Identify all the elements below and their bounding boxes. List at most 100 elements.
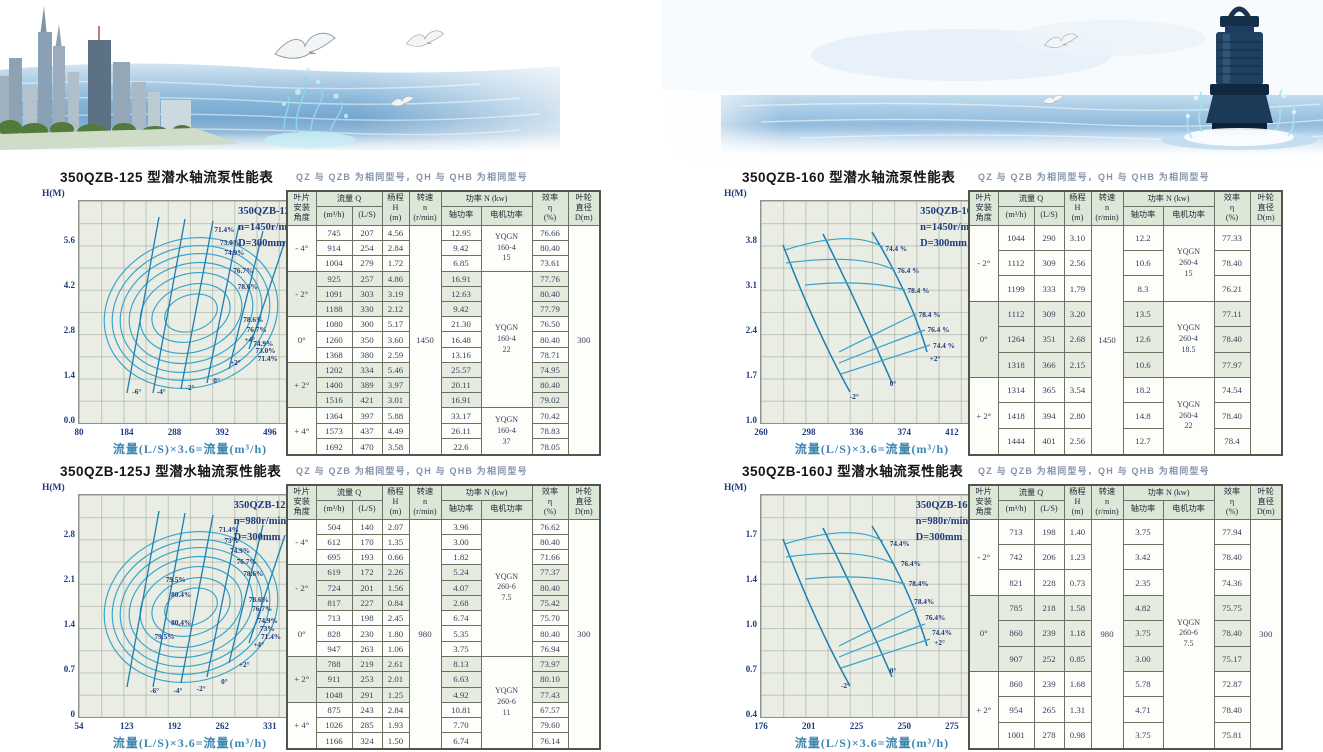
panel-title: 350QZB-125J 型潜水轴流泵性能表 <box>60 464 282 479</box>
flow-ls-cell: 239 <box>1033 671 1065 698</box>
flow-ls-cell: 309 <box>1033 300 1065 328</box>
head-cell: 1.25 <box>381 686 410 703</box>
shaft-power-cell: 3.96 <box>440 518 482 535</box>
blade-angle-label: 0° <box>889 665 897 675</box>
x-axis-tick: 275 <box>945 721 959 731</box>
flow-m3h-cell: 785 <box>997 594 1035 622</box>
flow-m3h-cell: 947 <box>315 640 353 658</box>
panel-title: 350QZB-125 型潜水轴流泵性能表 <box>60 170 274 185</box>
flow-m3h-cell: 817 <box>315 594 353 612</box>
efficiency-label: 76.4 % <box>927 325 950 335</box>
y-axis-tick: 0.7 <box>63 663 75 674</box>
table-header-row: (m³/h) (L/S) 轴功率 电机功率 <box>287 205 600 226</box>
motor-power-cell: YQGN 160-4 22 <box>480 270 533 409</box>
table-row: 724 201 1.56 4.07 80.40 <box>287 579 600 596</box>
flow-ls-cell: 389 <box>351 377 383 394</box>
table-row: + 2° 860 239 1.68 5.78 72.87 <box>968 671 1282 750</box>
column-header-efficiency: 效率 η (%) <box>1213 484 1251 520</box>
column-header-flow-m3h: (m³/h) <box>315 499 353 520</box>
model-note: QZ 与 QZB 为相同型号，QH 与 QHB 为相同型号 <box>296 172 528 182</box>
efficiency-label: 78.4% <box>908 579 929 589</box>
y-axis-tick: 1.0 <box>745 415 757 426</box>
column-header-efficiency: 效率 η (%) <box>1213 190 1251 226</box>
table-row: 0° 785 218 1.58 4.82 75.75 <box>968 594 1282 673</box>
efficiency-label: 73.0% <box>255 346 276 356</box>
efficiency-cell: 78.40 <box>1213 620 1251 647</box>
performance-chart: H(M) 350QZB-125 n=1450r/min D=300mm 71.4% 73… <box>30 188 332 458</box>
flow-ls-cell: 228 <box>1033 569 1065 596</box>
column-header-motor-power: 电机功率 <box>480 499 533 520</box>
efficiency-cell: 77.37 <box>531 564 569 581</box>
flow-m3h-cell: 1004 <box>315 255 353 272</box>
performance-chart: H(M) 350QZB-160J n=980r/min D=300mm 74.4% 76… <box>712 482 1014 752</box>
table-row: 1516 421 3.01 16.91 79.02 <box>287 392 600 409</box>
shaft-power-cell: 12.7 <box>1122 427 1164 456</box>
head-cell: 2.56 <box>1063 249 1092 277</box>
column-header-blade-angle: 叶片 安装 角度 <box>968 190 999 226</box>
column-header-flow-m3h: (m³/h) <box>997 205 1035 226</box>
table-row: 1400 389 3.97 20.11 80.40 <box>287 377 600 394</box>
table-row: + 4° 1364 397 5.88 33.17 YQGN 160-4 37 70.42 <box>286 407 600 456</box>
blade-angle-cell: - 4° <box>286 518 317 566</box>
efficiency-cell: 78.40 <box>1213 696 1251 723</box>
flow-m3h-cell: 742 <box>997 543 1035 571</box>
flow-ls-cell: 257 <box>351 270 383 287</box>
efficiency-label: 74.9% <box>257 615 278 625</box>
shaft-power-cell: 4.71 <box>1122 696 1164 723</box>
flow-ls-cell: 219 <box>351 656 383 673</box>
legend-line: D=300mm <box>915 531 963 543</box>
head-cell: 2.12 <box>381 301 410 318</box>
table-row: 860 239 1.18 3.75 78.40 <box>969 620 1282 647</box>
column-header-speed: 转速 n (r/min) <box>408 190 442 226</box>
efficiency-label: 74.9% <box>224 247 245 257</box>
shaft-power-cell: 4.07 <box>440 579 482 596</box>
flow-m3h-cell: 504 <box>315 518 353 535</box>
flow-m3h-cell: 875 <box>315 701 353 719</box>
flow-ls-cell: 401 <box>1033 427 1065 456</box>
efficiency-cell: 71.66 <box>531 549 569 566</box>
efficiency-label: 74.4 % <box>885 244 908 254</box>
head-cell: 1.68 <box>1063 671 1092 698</box>
model-note: QZ 与 QZB 为相同型号，QH 与 QHB 为相同型号 <box>296 466 528 476</box>
table-row: - 4° 504 140 2.07 980 3.96 YQGN 260-6 7.5 76.62… <box>286 518 601 750</box>
blade-angle-label: +2° <box>238 660 250 670</box>
chart-plot-area: 350QZB-125 n=1450r/min D=300mm 71.4% 73.0% 74… <box>64 200 331 437</box>
efficiency-label: 78.6% <box>243 569 264 579</box>
flow-ls-cell: 263 <box>351 640 383 658</box>
head-cell: 1.23 <box>1063 543 1092 571</box>
column-header-blade-angle: 叶片 安装 角度 <box>286 484 317 520</box>
flow-ls-cell: 285 <box>351 717 383 734</box>
impeller-diameter-cell: 300 <box>1249 518 1283 750</box>
model-note: QZ 与 QZB 为相同型号，QH 与 QHB 为相同型号 <box>978 172 1210 182</box>
flow-ls-cell: 140 <box>351 518 383 535</box>
shaft-power-cell: 3.75 <box>1122 518 1164 545</box>
table-row: 1260 350 3.60 16.48 80.40 <box>287 331 600 348</box>
blade-angle-label: +4° <box>244 335 256 345</box>
efficiency-cell: 80.40 <box>531 579 569 596</box>
efficiency-label: 76.7% <box>236 557 257 567</box>
table-row: 907 252 0.85 3.00 75.17 <box>969 645 1282 673</box>
water-splash <box>264 68 356 148</box>
head-cell: 2.61 <box>381 656 410 673</box>
blade-angle-label: -6° <box>150 685 160 695</box>
panel-350qzb-160j: 350QZB-160J 型潜水轴流泵性能表 QZ 与 QZB 为相同型号，QH … <box>712 460 1312 752</box>
motor-power-cell: YQGN 260-4 22 <box>1162 377 1215 456</box>
x-axis-tick: 331 <box>263 721 277 731</box>
column-header-flow-ls: (L/S) <box>351 499 383 520</box>
column-header-impeller-diameter: 叶轮 直径 D(m) <box>567 190 601 226</box>
flow-m3h-cell: 1166 <box>315 732 353 750</box>
head-cell: 1.56 <box>381 579 410 596</box>
flow-m3h-cell: 1364 <box>315 407 353 424</box>
table-header-row: 叶片 安装 角度 流量 Q 杨程 H (m) 转速 n (r/min) 功率 N (kw… <box>968 484 1283 520</box>
shaft-power-cell: 20.11 <box>440 377 482 394</box>
legend-line: n=1450r/min <box>920 221 978 233</box>
blade-angle-label: -2° <box>849 391 859 401</box>
column-header-efficiency: 效率 η (%) <box>531 190 569 226</box>
efficiency-cell: 79.02 <box>531 392 569 409</box>
head-cell: 2.15 <box>1063 351 1092 379</box>
table-row: 1026 285 1.93 7.70 79.60 <box>287 717 600 734</box>
flow-ls-cell: 397 <box>351 407 383 424</box>
flow-m3h-cell: 695 <box>315 549 353 566</box>
table-row: 914 254 2.84 9.42 80.40 <box>287 239 600 257</box>
flow-ls-cell: 333 <box>1033 275 1065 302</box>
